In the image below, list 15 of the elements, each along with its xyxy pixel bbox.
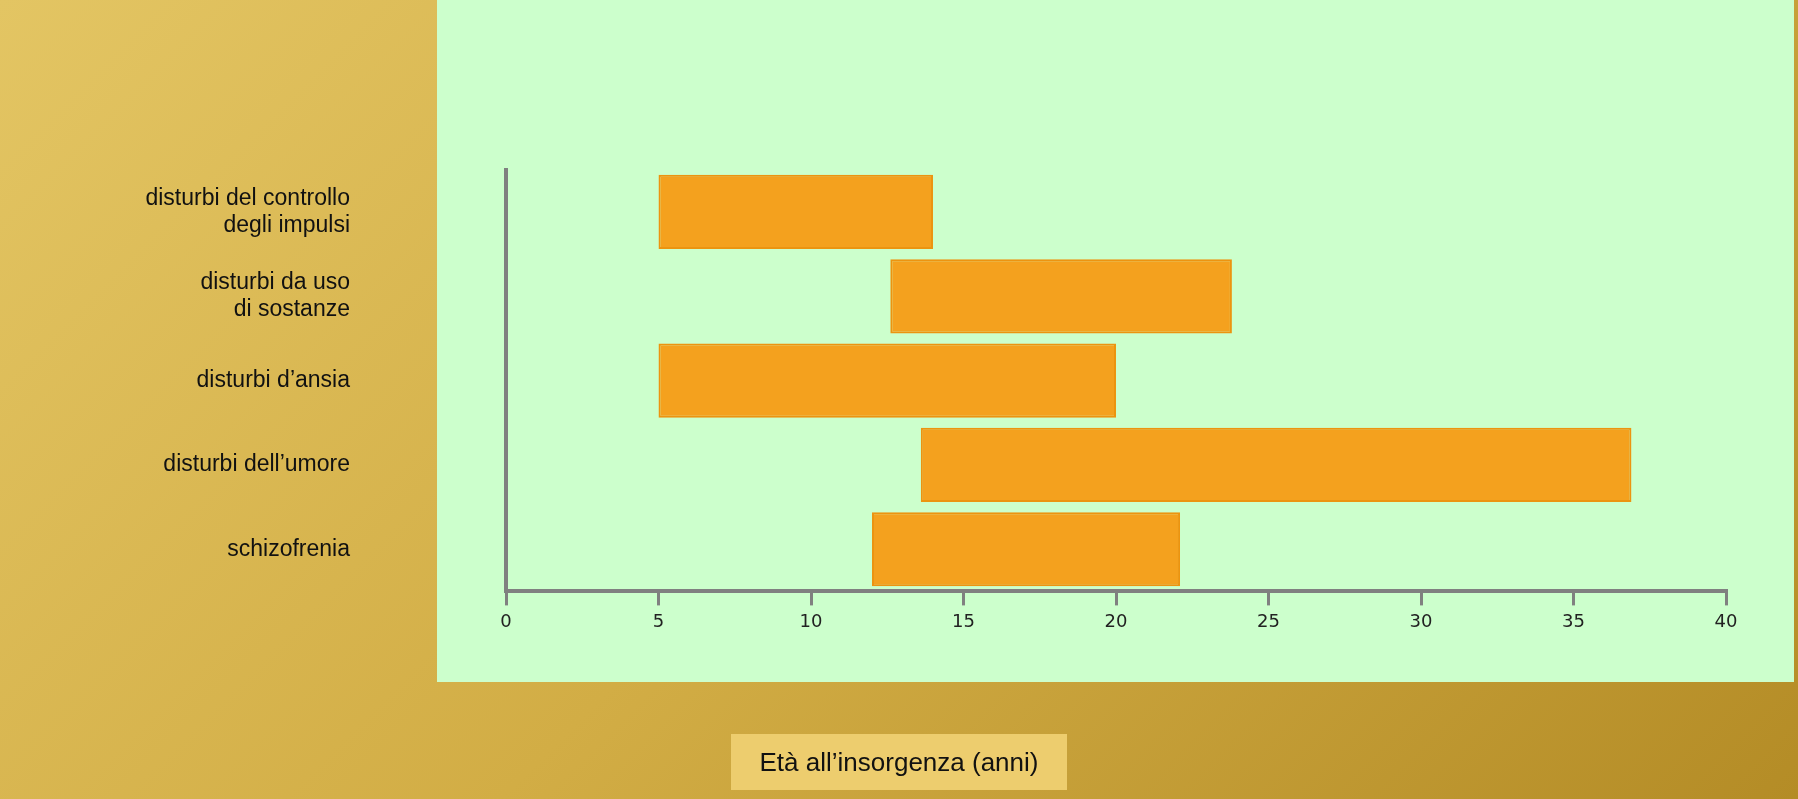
x-tick-label: 5 [652,609,665,631]
x-tick-label: 25 [1257,609,1280,631]
x-axis-title: Età all’insorgenza (anni) [731,734,1067,790]
x-tick-label: 0 [500,609,512,631]
y-tick-label: disturbi dell’umore [163,450,350,477]
y-tick-label: disturbi d’ansia [196,365,351,392]
x-tick-label: 40 [1714,609,1738,631]
x-tick-label: 10 [799,609,823,631]
y-tick-label: disturbi da uso di sostanze [200,267,350,322]
y-tick-label: disturbi del controllo degli impulsi [145,183,350,238]
x-tick-label: 35 [1562,609,1585,631]
x-tick-label: 20 [1104,609,1128,631]
x-tick-label: 15 [952,609,975,631]
x-tick-label: 30 [1409,609,1433,631]
y-tick-label: schizofrenia [227,534,351,561]
